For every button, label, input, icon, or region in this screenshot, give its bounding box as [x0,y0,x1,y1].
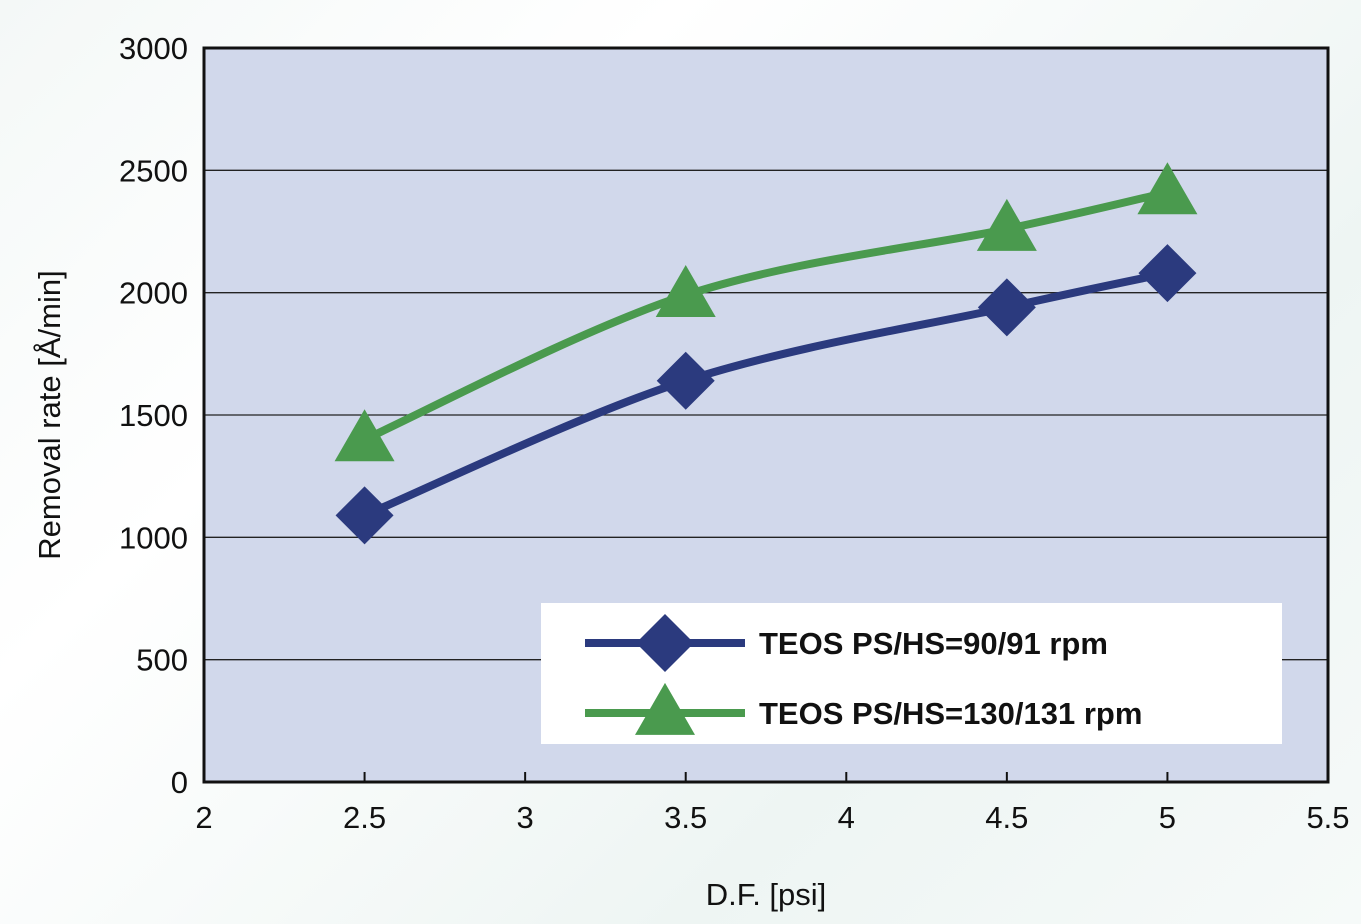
diamond-marker [977,278,1036,337]
triangle-icon [635,682,695,735]
x-tick-label: 3.5 [664,800,707,835]
y-tick-label: 1000 [119,520,188,555]
y-tick-label: 1500 [119,398,188,433]
x-tick-label: 3 [517,800,534,835]
x-axis-title: D.F. [psi] [706,877,827,912]
triangle-marker [655,264,716,317]
triangle-marker [1137,162,1198,215]
y-axis-title: Removal rate [Å/min] [32,270,67,559]
legend-item: TEOS PS/HS=130/131 rpm [585,682,1142,735]
y-tick-label: 0 [171,765,188,800]
series-1 [335,244,1197,545]
y-axis-tick-labels: 0 500 1000 1500 2000 2500 3000 [119,31,188,800]
series-2 [334,162,1198,462]
diamond-marker [656,351,715,410]
series-line [362,188,1169,444]
x-tick-label: 4 [838,800,855,835]
diamond-marker [335,486,394,545]
triangle-marker [976,198,1037,251]
y-tick-label: 3000 [119,31,188,66]
diamond-icon [636,614,694,672]
series-layer [334,162,1198,545]
x-axis-tick-labels: 2 2.5 3 3.5 4 4.5 5 5.5 [195,800,1349,835]
legend: TEOS PS/HS=90/91 rpm TEOS PS/HS=130/131 r… [541,603,1282,744]
diamond-marker [1138,244,1197,303]
x-axis-ticks [363,772,1169,782]
series-line [363,269,1169,520]
legend-item: TEOS PS/HS=90/91 rpm [585,614,1108,672]
x-tick-label: 5.5 [1306,800,1349,835]
triangle-marker [334,409,395,462]
legend-label: TEOS PS/HS=130/131 rpm [759,696,1142,731]
legend-label: TEOS PS/HS=90/91 rpm [759,626,1108,661]
x-tick-label: 5 [1159,800,1176,835]
x-tick-label: 4.5 [985,800,1028,835]
y-tick-label: 500 [136,643,188,678]
x-tick-label: 2 [195,800,212,835]
x-tick-label: 2.5 [343,800,386,835]
y-tick-label: 2500 [119,153,188,188]
y-tick-label: 2000 [119,276,188,311]
plot-frame [202,46,1330,784]
